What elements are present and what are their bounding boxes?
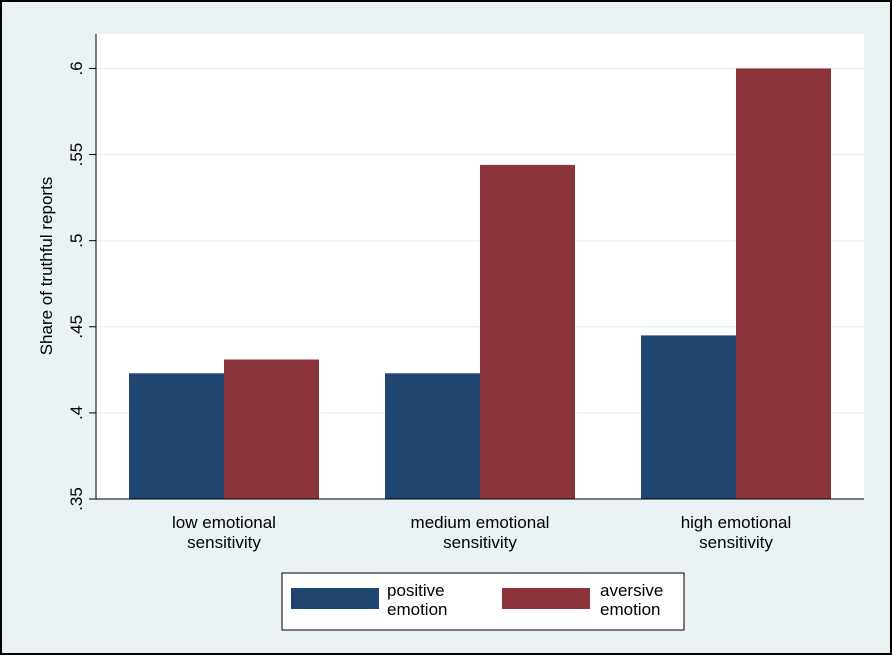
y-axis-label: Share of truthful reports [37,177,56,356]
legend-entries: positive emotion aversive emotion [291,581,663,619]
legend-swatch-aversive [502,588,590,609]
legend-swatch-positive [291,588,379,609]
x-category-labels: low emotional sensitivity medium emotional… [172,513,791,552]
bars [129,68,831,499]
y-ticks: .35 .4 .45 .5 .55 .6 [67,61,96,511]
bar-positive-1 [129,373,224,499]
y-tick-label: .55 [67,143,86,167]
y-tick-label: .5 [67,234,86,248]
bar-aversive-2 [480,164,575,499]
y-tick-label: .35 [67,487,86,511]
bar-positive-3 [641,335,736,499]
y-tick-label: .45 [67,315,86,339]
x-category-label: high emotional sensitivity [681,513,792,552]
legend: positive emotion aversive emotion [281,572,685,631]
legend-label-aversive: aversive emotion [600,581,663,619]
y-tick-label: .4 [67,406,86,420]
bar-positive-2 [385,373,480,499]
y-tick-label: .6 [67,61,86,75]
x-category-label: medium emotional sensitivity [411,513,550,552]
bar-aversive-3 [736,68,831,499]
legend-label-positive: positive emotion [387,581,447,619]
x-category-label: low emotional sensitivity [172,513,276,552]
bar-aversive-1 [224,359,319,499]
